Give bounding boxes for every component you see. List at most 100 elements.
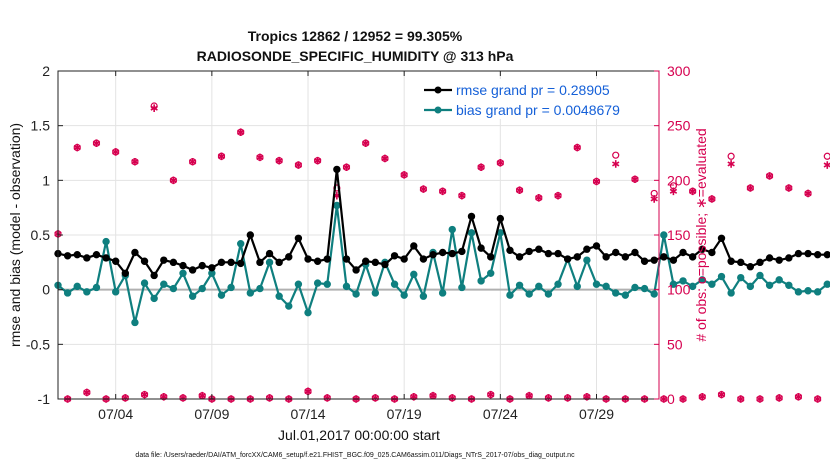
rmse-point xyxy=(467,212,476,221)
chart-title: Tropics 12862 / 12952 = 99.305% xyxy=(248,28,463,44)
bias-point xyxy=(275,292,283,300)
evaluated-obs-marker xyxy=(660,395,668,403)
bias-point xyxy=(717,272,726,281)
y-tick-label: -0.5 xyxy=(26,336,50,352)
rmse-point xyxy=(63,252,72,260)
evaluated-obs-marker xyxy=(381,154,389,163)
rmse-point xyxy=(246,231,255,239)
bias-point xyxy=(602,282,610,291)
rmse-point xyxy=(169,258,178,267)
evaluated-obs-marker xyxy=(400,171,408,179)
bias-point xyxy=(169,284,178,293)
rmse-point xyxy=(631,248,639,257)
legend-marker-rmse xyxy=(434,86,442,94)
rmse-point xyxy=(813,250,822,259)
bias-point xyxy=(265,258,274,267)
evaluated-obs-marker xyxy=(140,390,149,399)
rmse-point xyxy=(477,244,485,252)
rmse-point xyxy=(140,257,149,265)
rmse-point xyxy=(823,250,830,259)
y-right-tick-label: 0 xyxy=(667,391,675,407)
bias-point xyxy=(477,277,485,285)
evaluated-obs-marker xyxy=(737,395,745,403)
bias-point xyxy=(390,280,399,288)
evaluated-obs-marker xyxy=(708,195,716,203)
rmse-point xyxy=(717,234,726,242)
evaluated-obs-marker xyxy=(477,163,485,172)
rmse-point xyxy=(765,254,774,262)
rmse-point xyxy=(727,257,735,265)
bias-point xyxy=(198,284,206,293)
bias-point xyxy=(765,281,774,289)
rmse-point xyxy=(83,254,91,262)
bias-point xyxy=(467,229,476,237)
evaluated-obs-marker xyxy=(131,157,139,166)
bias-point xyxy=(83,288,91,296)
evaluated-obs-marker xyxy=(342,163,351,172)
rmse-point xyxy=(160,256,168,264)
bias-point xyxy=(804,287,812,295)
possible-obs-marker xyxy=(823,152,830,160)
rmse-point xyxy=(746,263,755,271)
bias-point xyxy=(246,289,255,297)
legend-label-rmse: rmse grand pr = 0.28905 xyxy=(456,82,610,98)
rmse-point xyxy=(804,249,812,258)
bias-point xyxy=(160,280,168,288)
bias-point xyxy=(150,294,158,303)
rmse-point xyxy=(506,246,514,255)
bias-point xyxy=(621,291,630,299)
evaluated-obs-marker xyxy=(256,153,264,162)
plot-area xyxy=(54,102,830,403)
axes: 07/04 07/09 07/14 07/19 07/24 07/29 -1 -0.5 0 0.5… xyxy=(26,63,691,422)
rmse-point xyxy=(554,249,562,258)
rmse-point xyxy=(775,256,783,264)
evaluated-obs-marker xyxy=(294,161,303,169)
evaluated-obs-marker xyxy=(515,186,524,194)
bias-point xyxy=(583,256,591,264)
evaluated-obs-marker xyxy=(92,139,101,147)
evaluated-obs-marker xyxy=(150,104,158,112)
y-right-tick-label: 200 xyxy=(667,172,691,188)
bias-point xyxy=(554,280,562,288)
rmse-point xyxy=(640,257,649,265)
rmse-point xyxy=(573,253,581,261)
bias-point xyxy=(794,288,803,296)
x-tick-label: 07/09 xyxy=(194,406,229,422)
evaluated-obs-marker xyxy=(612,160,620,168)
bias-point xyxy=(487,269,495,277)
bias-point xyxy=(304,308,312,317)
rmse-point xyxy=(381,260,389,269)
rmse-point xyxy=(438,248,447,257)
bias-point xyxy=(708,280,716,288)
evaluated-obs-marker xyxy=(688,187,697,196)
rmse-point xyxy=(612,248,620,257)
evaluated-obs-marker xyxy=(429,391,437,400)
rmse-point xyxy=(698,245,706,253)
bias-point xyxy=(727,289,735,297)
evaluated-obs-marker xyxy=(785,184,793,192)
rmse-point xyxy=(535,245,543,253)
evaluated-obs-marker xyxy=(83,388,91,397)
evaluated-obs-marker xyxy=(813,395,822,403)
rmse-point xyxy=(592,242,601,250)
legend-box xyxy=(420,79,654,119)
evaluated-obs-marker xyxy=(794,393,803,401)
evaluated-obs-marker xyxy=(438,187,447,196)
evaluated-obs-marker xyxy=(717,390,726,399)
bias-point xyxy=(592,280,601,288)
y-right-tick-label: 150 xyxy=(667,227,691,243)
rmse-point xyxy=(390,252,399,260)
evaluated-obs-marker xyxy=(698,393,706,401)
bias-point xyxy=(188,292,197,300)
y-tick-label: 1.5 xyxy=(31,118,51,134)
evaluated-obs-marker xyxy=(823,161,830,169)
rmse-point xyxy=(265,249,274,258)
bias-point xyxy=(823,280,830,288)
x-tick-label: 07/04 xyxy=(98,406,133,422)
evaluated-obs-marker xyxy=(188,157,197,166)
bias-point xyxy=(660,231,668,239)
y-axis-label: rmse and bias (model - observation) xyxy=(7,123,23,347)
evaluated-obs-marker xyxy=(362,139,370,147)
evaluated-obs-marker xyxy=(198,391,206,400)
